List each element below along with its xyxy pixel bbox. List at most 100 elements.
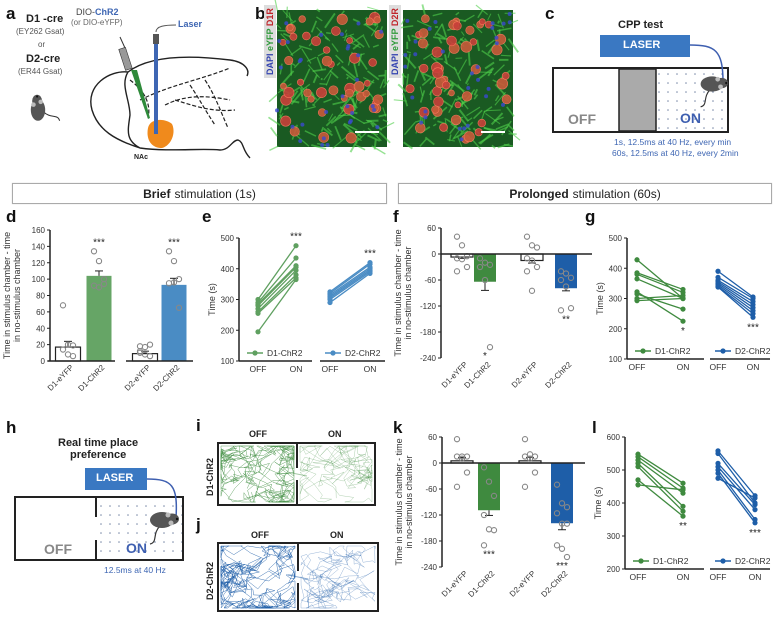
data-point xyxy=(463,263,471,271)
fiber xyxy=(352,34,365,44)
fiber xyxy=(456,36,464,45)
fiber xyxy=(485,109,501,112)
cell xyxy=(336,13,348,25)
data-point xyxy=(557,276,565,284)
data-point xyxy=(458,256,466,263)
cell xyxy=(463,131,475,143)
data-point xyxy=(175,304,183,311)
cell xyxy=(345,132,357,144)
fiber xyxy=(416,20,432,28)
fiber xyxy=(326,31,332,35)
fiber xyxy=(473,88,479,96)
data-point xyxy=(562,283,570,290)
nucleus xyxy=(319,32,324,37)
fiber xyxy=(383,80,390,88)
cell xyxy=(439,123,448,132)
nucleus xyxy=(459,137,464,142)
trajectory-plots xyxy=(217,442,379,612)
fiber xyxy=(302,68,311,83)
fiber xyxy=(400,18,406,25)
section-prolonged-stimulation: Prolonged stimulation (60s) xyxy=(398,183,772,204)
panel-label-k: k xyxy=(393,418,403,437)
cell xyxy=(296,78,305,86)
fiber xyxy=(349,137,360,153)
cell xyxy=(450,114,462,126)
cell xyxy=(431,105,440,114)
panel-label-j: j xyxy=(196,515,201,534)
y-axis-label: Time in stimulus chamber - time xyxy=(2,232,12,359)
fiber xyxy=(344,29,348,33)
fiber xyxy=(424,136,435,146)
fiber xyxy=(330,112,347,125)
data-point-on xyxy=(680,306,686,312)
nucleus xyxy=(298,57,303,62)
laser-cable xyxy=(146,478,178,519)
fiber xyxy=(371,132,379,136)
fiber xyxy=(291,100,300,104)
data-point-on xyxy=(293,263,299,269)
data-point xyxy=(481,259,489,266)
paired-line xyxy=(717,450,756,497)
chart-f: -240 -180 -120 -60 0 60 Time in stimulus chamb… xyxy=(393,224,592,390)
fiber xyxy=(422,72,436,80)
on-chamber-label: ON xyxy=(680,110,701,126)
data-point xyxy=(69,342,77,349)
fiber xyxy=(326,127,332,133)
paired-line xyxy=(257,277,297,314)
cell xyxy=(298,15,306,23)
fiber xyxy=(312,74,318,84)
fiber xyxy=(447,51,451,58)
x-tick-label: OFF xyxy=(250,364,267,374)
data-point xyxy=(146,352,154,360)
cell xyxy=(417,38,428,49)
cell xyxy=(501,72,510,80)
category-label: D2-eYFP xyxy=(510,360,540,390)
y-tick-label: 20 xyxy=(36,341,45,350)
paired-line xyxy=(329,266,371,296)
fiber xyxy=(301,48,312,64)
traj-d2-on-label: ON xyxy=(330,530,344,540)
fiber xyxy=(336,62,341,66)
paired-line xyxy=(717,462,756,506)
data-point-on xyxy=(750,311,756,317)
chart-d: 0 20 40 60 80 100 120 140 160 Time in stimulus ch… xyxy=(2,226,193,393)
bar-D2-ChR2 xyxy=(551,463,573,524)
data-point xyxy=(453,436,461,443)
nucleus xyxy=(469,71,474,76)
panel-label-h: h xyxy=(6,418,17,437)
y-tick-label: 500 xyxy=(609,234,623,243)
legend-marker xyxy=(720,558,726,564)
nucleus xyxy=(320,142,325,147)
laser-box xyxy=(85,468,147,490)
data-point-off xyxy=(255,310,261,316)
data-point xyxy=(567,305,575,312)
cell xyxy=(477,118,486,128)
data-point-on xyxy=(680,295,686,302)
fiber xyxy=(274,0,279,11)
fiber xyxy=(436,32,449,41)
nucleus xyxy=(339,32,344,37)
nucleus xyxy=(494,35,499,40)
d1-cre-line: (EY262 Gsat) xyxy=(16,27,65,36)
fiber xyxy=(455,11,460,16)
data-point xyxy=(136,349,144,356)
fiber xyxy=(434,24,443,36)
fiber xyxy=(370,122,375,128)
y-tick-label: 500 xyxy=(221,234,235,243)
paired-line xyxy=(636,294,684,300)
virus-name: ChR2 xyxy=(95,7,119,17)
fiber xyxy=(472,23,483,34)
data-point-off xyxy=(634,257,640,263)
fiber xyxy=(312,68,327,73)
cell xyxy=(496,77,509,90)
x-tick-label: ON xyxy=(747,362,760,372)
data-point xyxy=(480,464,488,471)
laser-box xyxy=(600,35,690,57)
data-point xyxy=(528,242,536,249)
data-point-on xyxy=(752,502,758,508)
data-point xyxy=(521,453,529,460)
cell xyxy=(283,87,295,98)
y-tick-label: 200 xyxy=(221,326,235,335)
significance-marker: * xyxy=(681,326,685,337)
